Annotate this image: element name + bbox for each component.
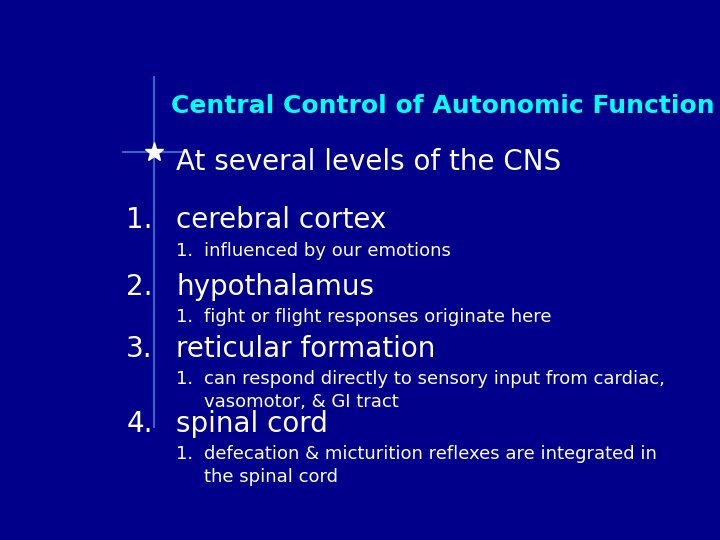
Text: 1.: 1.	[176, 241, 194, 260]
Text: At several levels of the CNS: At several levels of the CNS	[176, 148, 562, 176]
Text: Central Control of Autonomic Function: Central Control of Autonomic Function	[171, 94, 714, 118]
Text: 1.: 1.	[176, 446, 194, 463]
Text: 4.: 4.	[126, 410, 153, 438]
Text: spinal cord: spinal cord	[176, 410, 328, 438]
Text: influenced by our emotions: influenced by our emotions	[204, 241, 451, 260]
Text: 3.: 3.	[126, 335, 153, 363]
Text: 1.: 1.	[176, 370, 194, 388]
Text: defecation & micturition reflexes are integrated in: defecation & micturition reflexes are in…	[204, 446, 657, 463]
Text: 2.: 2.	[126, 273, 153, 301]
Text: vasomotor, & GI tract: vasomotor, & GI tract	[204, 393, 399, 411]
Text: cerebral cortex: cerebral cortex	[176, 206, 387, 234]
Text: fight or flight responses originate here: fight or flight responses originate here	[204, 308, 552, 326]
Text: 1.: 1.	[176, 308, 194, 326]
Text: the spinal cord: the spinal cord	[204, 468, 338, 486]
Text: can respond directly to sensory input from cardiac,: can respond directly to sensory input fr…	[204, 370, 665, 388]
Text: 1.: 1.	[126, 206, 153, 234]
Text: reticular formation: reticular formation	[176, 335, 436, 363]
Text: hypothalamus: hypothalamus	[176, 273, 374, 301]
